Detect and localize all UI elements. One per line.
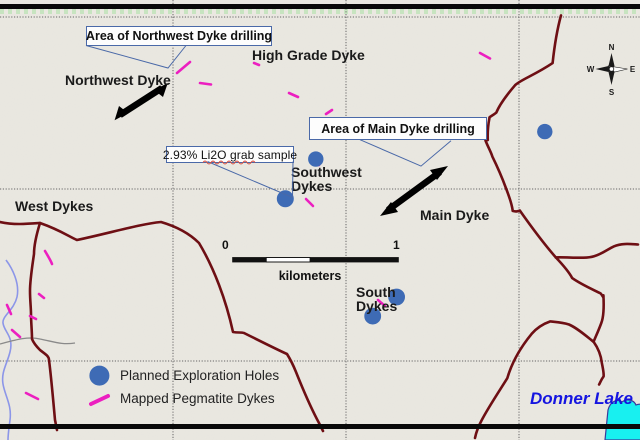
svg-text:N: N <box>609 43 615 52</box>
svg-text:1: 1 <box>393 238 400 252</box>
svg-text:Planned Exploration Holes: Planned Exploration Holes <box>120 368 279 383</box>
svg-text:0: 0 <box>222 238 229 252</box>
svg-text:Mapped Pegmatite Dykes: Mapped Pegmatite Dykes <box>120 391 275 406</box>
svg-text:W: W <box>587 65 595 74</box>
svg-text:S: S <box>609 88 615 97</box>
svg-text:kilometers: kilometers <box>279 269 342 283</box>
svg-text:Donner Lake: Donner Lake <box>530 389 633 408</box>
svg-text:E: E <box>630 65 636 74</box>
